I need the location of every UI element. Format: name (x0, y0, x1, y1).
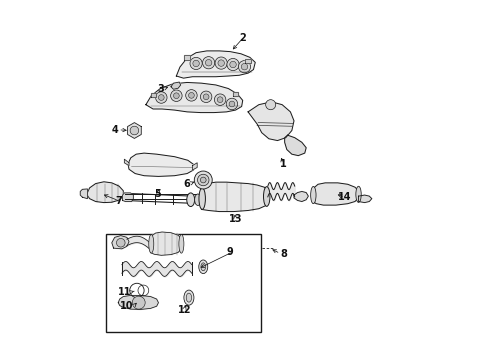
Polygon shape (312, 183, 359, 205)
Circle shape (192, 60, 199, 67)
Circle shape (229, 61, 236, 68)
Text: 14: 14 (338, 192, 351, 202)
Circle shape (241, 63, 247, 70)
Polygon shape (150, 93, 155, 97)
Circle shape (173, 93, 179, 99)
Ellipse shape (355, 186, 361, 202)
Circle shape (188, 93, 194, 98)
Polygon shape (122, 193, 133, 202)
Polygon shape (247, 102, 293, 140)
Polygon shape (201, 182, 267, 212)
Text: 1: 1 (279, 159, 286, 169)
Polygon shape (80, 189, 87, 199)
Bar (106, 234, 260, 332)
Circle shape (217, 97, 223, 103)
Circle shape (205, 59, 211, 66)
Polygon shape (145, 82, 242, 113)
Ellipse shape (199, 188, 205, 210)
Circle shape (265, 100, 275, 110)
Polygon shape (192, 163, 197, 170)
Polygon shape (150, 232, 182, 255)
Text: 9: 9 (226, 247, 233, 257)
Ellipse shape (186, 293, 191, 302)
Text: 5: 5 (154, 189, 161, 199)
Ellipse shape (186, 193, 194, 207)
Circle shape (170, 90, 182, 102)
Circle shape (158, 95, 164, 100)
Polygon shape (128, 153, 194, 176)
Circle shape (238, 60, 250, 73)
Circle shape (132, 296, 145, 309)
Circle shape (190, 57, 202, 69)
Circle shape (214, 94, 225, 105)
Text: 2: 2 (239, 33, 245, 43)
Polygon shape (293, 192, 308, 202)
Polygon shape (244, 59, 250, 63)
Circle shape (194, 171, 212, 189)
Ellipse shape (148, 234, 153, 253)
Circle shape (226, 58, 239, 71)
Circle shape (185, 90, 197, 101)
Text: 13: 13 (228, 215, 242, 224)
Circle shape (228, 101, 234, 107)
Polygon shape (124, 159, 129, 166)
Text: 3: 3 (157, 84, 163, 94)
Circle shape (203, 94, 208, 100)
Circle shape (197, 174, 208, 186)
Ellipse shape (179, 234, 183, 253)
Polygon shape (184, 55, 190, 59)
Polygon shape (233, 92, 238, 96)
Circle shape (116, 238, 125, 247)
Circle shape (200, 91, 211, 103)
Text: 6: 6 (183, 179, 190, 189)
Ellipse shape (194, 194, 201, 206)
Text: 11: 11 (118, 287, 131, 297)
Circle shape (130, 126, 139, 135)
Ellipse shape (201, 263, 205, 271)
Ellipse shape (263, 186, 269, 206)
Text: 4: 4 (111, 125, 118, 135)
Text: 12: 12 (177, 305, 191, 315)
Circle shape (215, 57, 227, 69)
Ellipse shape (310, 186, 315, 204)
Ellipse shape (198, 260, 207, 274)
Circle shape (155, 92, 167, 103)
Text: 7: 7 (115, 196, 122, 206)
Circle shape (218, 60, 224, 66)
Polygon shape (358, 195, 371, 203)
Polygon shape (176, 51, 255, 78)
Circle shape (226, 98, 237, 110)
Polygon shape (86, 182, 123, 203)
Circle shape (200, 177, 206, 183)
Polygon shape (171, 82, 180, 89)
Polygon shape (284, 135, 305, 156)
Polygon shape (127, 123, 141, 138)
Ellipse shape (183, 290, 194, 305)
Polygon shape (118, 296, 158, 310)
Polygon shape (112, 235, 129, 249)
Text: 8: 8 (280, 248, 286, 258)
Circle shape (202, 57, 214, 69)
Text: 10: 10 (120, 301, 133, 311)
